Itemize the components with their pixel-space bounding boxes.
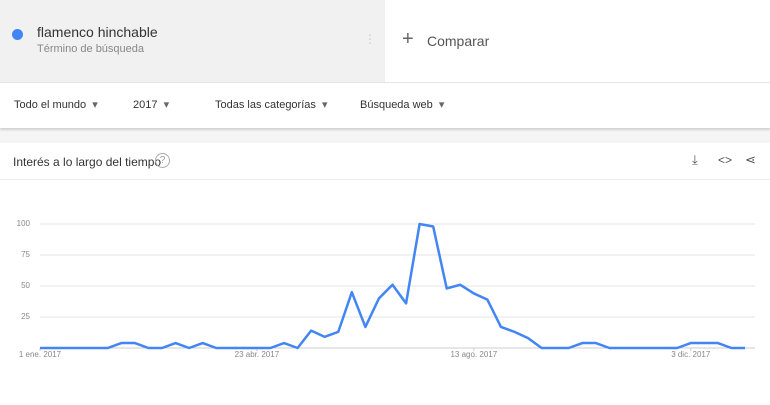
- compare-panel[interactable]: + Comparar: [385, 0, 770, 82]
- filter[interactable]: Todo el mundo ▾: [14, 98, 98, 111]
- filter-label: Todas las categorías: [215, 99, 316, 111]
- filter-bar: Todo el mundo ▾ 2017 ▾ Todas las categoría…: [0, 82, 770, 128]
- y-tick-label: 100: [17, 219, 31, 228]
- x-tick-label: 13 ago. 2017: [450, 350, 497, 359]
- dropdown-arrow: ▾: [315, 99, 328, 111]
- share-icon[interactable]: ⋖: [745, 152, 756, 167]
- embed-icon[interactable]: <>: [718, 153, 733, 167]
- menu-icon[interactable]: ⋮: [364, 32, 376, 46]
- filter-label: 2017: [133, 99, 158, 111]
- term-type: Término de búsqueda: [37, 43, 145, 55]
- x-tick-label: 1 ene. 2017: [19, 350, 62, 359]
- dropdown-arrow: ▾: [86, 99, 98, 111]
- dropdown-arrow: ▾: [157, 99, 170, 111]
- y-tick-label: 50: [21, 281, 30, 290]
- filter[interactable]: Todas las categorías ▾: [215, 98, 328, 111]
- term-dot: [12, 29, 23, 40]
- filter[interactable]: Búsqueda web ▾: [360, 98, 444, 111]
- dropdown-arrow: ▾: [432, 99, 445, 111]
- divider: [0, 179, 770, 180]
- card: Interés a lo largo del tiempo ? ⤓ <> ⋖: [0, 143, 770, 405]
- compare: Comparar: [427, 33, 490, 49]
- chart-title: Interés a lo largo del tiempo: [13, 155, 162, 169]
- help-icon[interactable]: ?: [155, 153, 170, 168]
- y-tick-label: 75: [21, 250, 30, 259]
- trend-line: [40, 222, 745, 350]
- filter[interactable]: 2017 ▾: [133, 98, 169, 111]
- term: flamenco hinchable: [37, 24, 158, 40]
- y-tick-label: 25: [21, 312, 30, 321]
- term-panel[interactable]: flamenco hinchable Término de búsqueda ⋮: [0, 0, 385, 82]
- filter-label: Todo el mundo: [14, 99, 87, 111]
- filter-label: Búsqueda web: [360, 99, 433, 111]
- download-icon[interactable]: ⤓: [692, 152, 698, 167]
- x-tick-label: 3 dic. 2017: [671, 350, 711, 359]
- x-tick-label: 23 abr. 2017: [235, 350, 280, 359]
- plus-icon: +: [402, 28, 414, 50]
